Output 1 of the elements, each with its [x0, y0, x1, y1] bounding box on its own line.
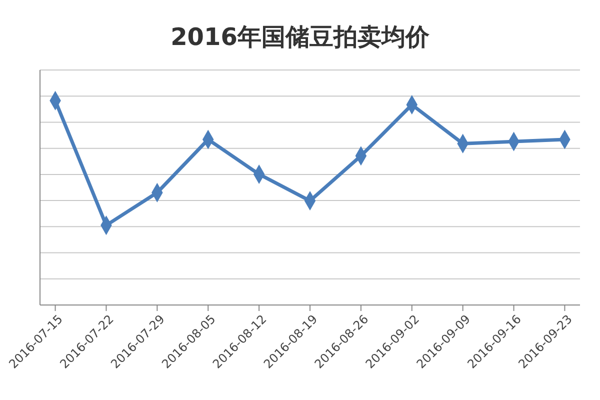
chart-title: 2016年国储豆拍卖均价	[170, 23, 430, 51]
